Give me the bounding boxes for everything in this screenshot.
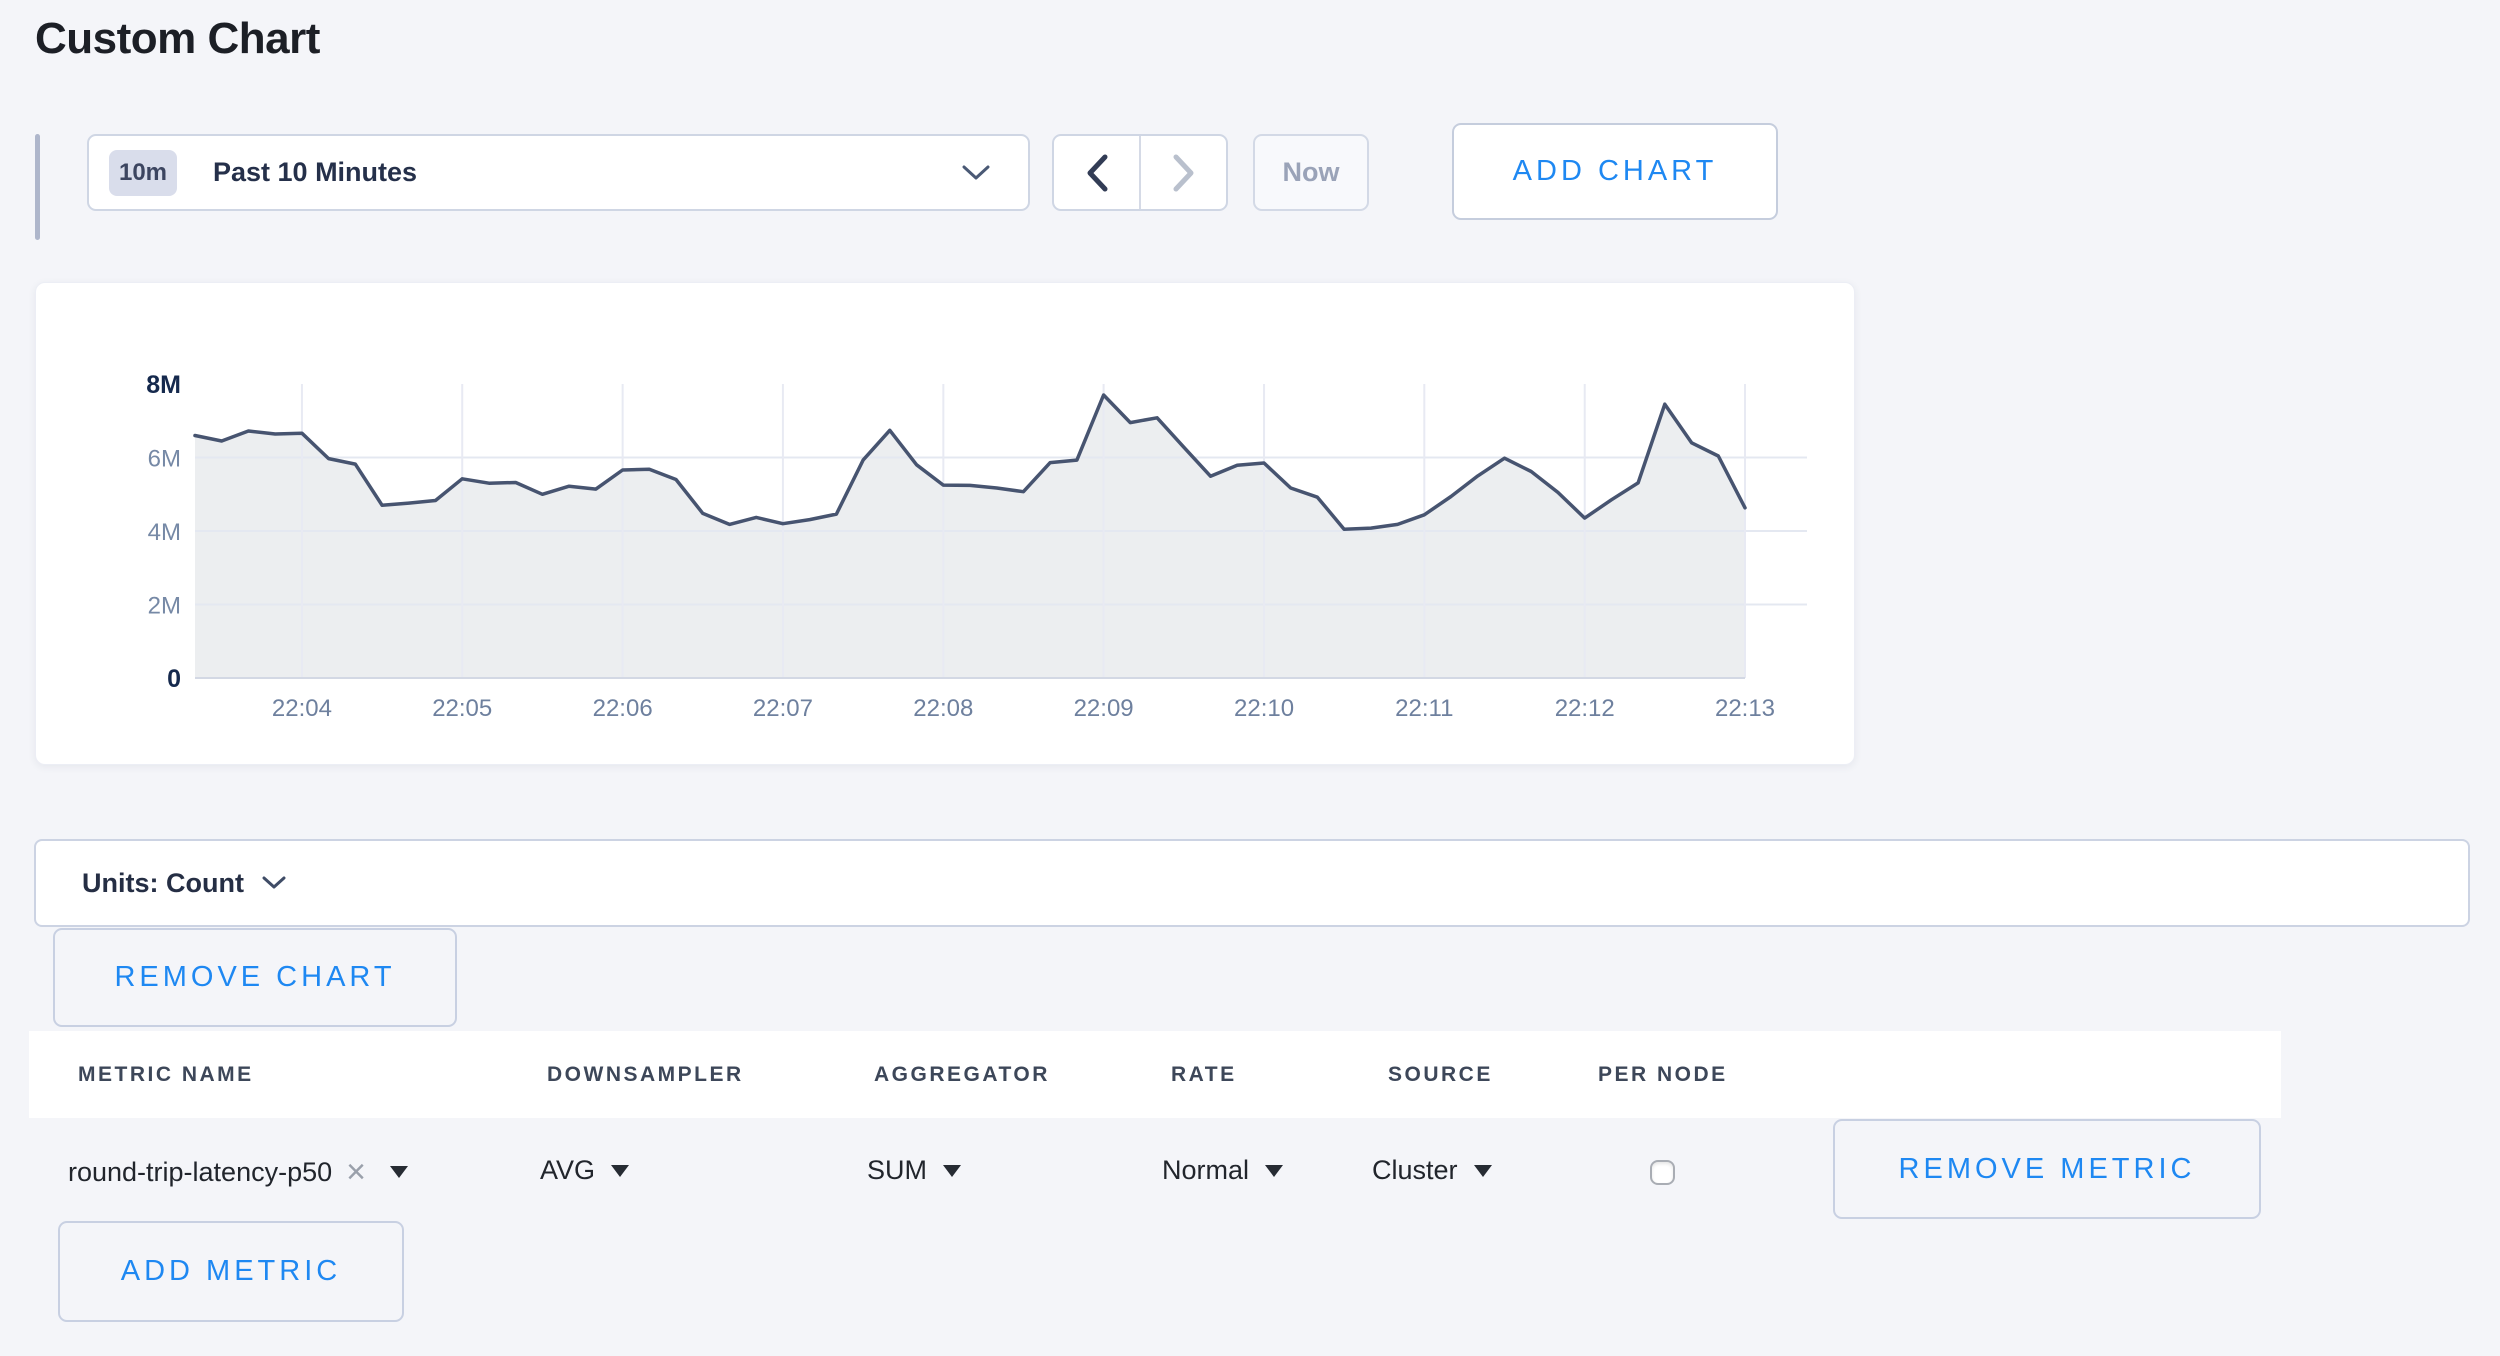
prev-time-button[interactable] xyxy=(1054,136,1141,209)
x-tick-label: 22:08 xyxy=(913,695,973,722)
units-select[interactable]: Units: Count xyxy=(34,839,2470,927)
x-tick-label: 22:04 xyxy=(272,695,332,722)
x-tick-label: 22:05 xyxy=(432,695,492,722)
source-select[interactable]: Cluster xyxy=(1372,1155,1492,1186)
caret-down-icon xyxy=(1473,1164,1492,1177)
time-range-select[interactable]: 10m Past 10 Minutes xyxy=(87,134,1030,211)
chevron-down-icon xyxy=(962,165,990,181)
add-metric-button[interactable]: ADD METRIC xyxy=(58,1221,404,1322)
add-chart-button[interactable]: ADD CHART xyxy=(1452,123,1778,220)
time-range-label: Past 10 Minutes xyxy=(213,157,418,187)
col-header-source: SOURCE xyxy=(1388,1062,1493,1086)
x-tick-label: 22:13 xyxy=(1715,695,1775,722)
col-header-downsampler: DOWNSAMPLER xyxy=(547,1062,744,1086)
aggregator-select[interactable]: SUM xyxy=(867,1155,961,1186)
clear-metric-icon[interactable]: × xyxy=(346,1153,366,1191)
x-tick-label: 22:07 xyxy=(753,695,813,722)
metric-name-value: round-trip-latency-p50 xyxy=(68,1156,333,1187)
chevron-left-icon xyxy=(1087,154,1107,191)
caret-down-icon xyxy=(1265,1164,1284,1177)
x-tick-label: 22:06 xyxy=(593,695,653,722)
now-button[interactable]: Now xyxy=(1253,134,1369,211)
rate-select[interactable]: Normal xyxy=(1162,1155,1284,1186)
x-tick-label: 22:09 xyxy=(1074,695,1134,722)
x-tick-label: 22:10 xyxy=(1234,695,1294,722)
units-label: Units: Count xyxy=(82,867,244,898)
downsampler-value: AVG xyxy=(540,1155,596,1185)
caret-down-icon xyxy=(611,1164,630,1177)
rate-value: Normal xyxy=(1162,1155,1250,1185)
caret-down-icon xyxy=(943,1164,961,1177)
remove-metric-button[interactable]: REMOVE METRIC xyxy=(1833,1119,2261,1219)
metrics-table-header: METRIC NAME DOWNSAMPLER AGGREGATOR RATE … xyxy=(29,1031,2281,1118)
col-header-per-node: PER NODE xyxy=(1598,1062,1728,1086)
col-header-metric-name: METRIC NAME xyxy=(78,1062,254,1086)
chevron-right-icon xyxy=(1173,154,1193,191)
toolbar-accent-bar xyxy=(35,134,40,240)
next-time-button[interactable] xyxy=(1141,136,1226,209)
metric-name-select[interactable]: round-trip-latency-p50 × xyxy=(68,1155,408,1189)
per-node-checkbox[interactable] xyxy=(1650,1160,1675,1185)
col-header-rate: RATE xyxy=(1171,1062,1237,1086)
page-title: Custom Chart xyxy=(35,14,320,63)
chevron-down-icon xyxy=(262,876,286,890)
remove-chart-button[interactable]: REMOVE CHART xyxy=(53,928,457,1027)
series-line xyxy=(193,393,1747,531)
caret-down-icon xyxy=(390,1166,408,1178)
timeseries-chart: 22:04 22:05 22:06 22:07 22:08 22:09 22:10 22:11… xyxy=(146,371,1807,722)
time-nav-arrows xyxy=(1052,134,1228,211)
time-range-badge: 10m xyxy=(109,149,177,196)
y-tick-label: 6M xyxy=(148,446,181,473)
y-tick-label: 4M xyxy=(148,519,181,546)
aggregator-value: SUM xyxy=(867,1155,927,1185)
source-value: Cluster xyxy=(1372,1155,1458,1185)
x-tick-label: 22:12 xyxy=(1555,695,1615,722)
y-tick-label: 8M xyxy=(146,371,181,399)
col-header-aggregator: AGGREGATOR xyxy=(874,1062,1050,1086)
downsampler-select[interactable]: AVG xyxy=(540,1155,630,1186)
area-fill xyxy=(195,395,1745,678)
x-tick-label: 22:11 xyxy=(1395,695,1453,722)
y-tick-label: 0 xyxy=(167,665,181,693)
chart-card: 22:04 22:05 22:06 22:07 22:08 22:09 22:10 22:11… xyxy=(35,282,1855,765)
y-tick-label: 2M xyxy=(148,593,181,620)
